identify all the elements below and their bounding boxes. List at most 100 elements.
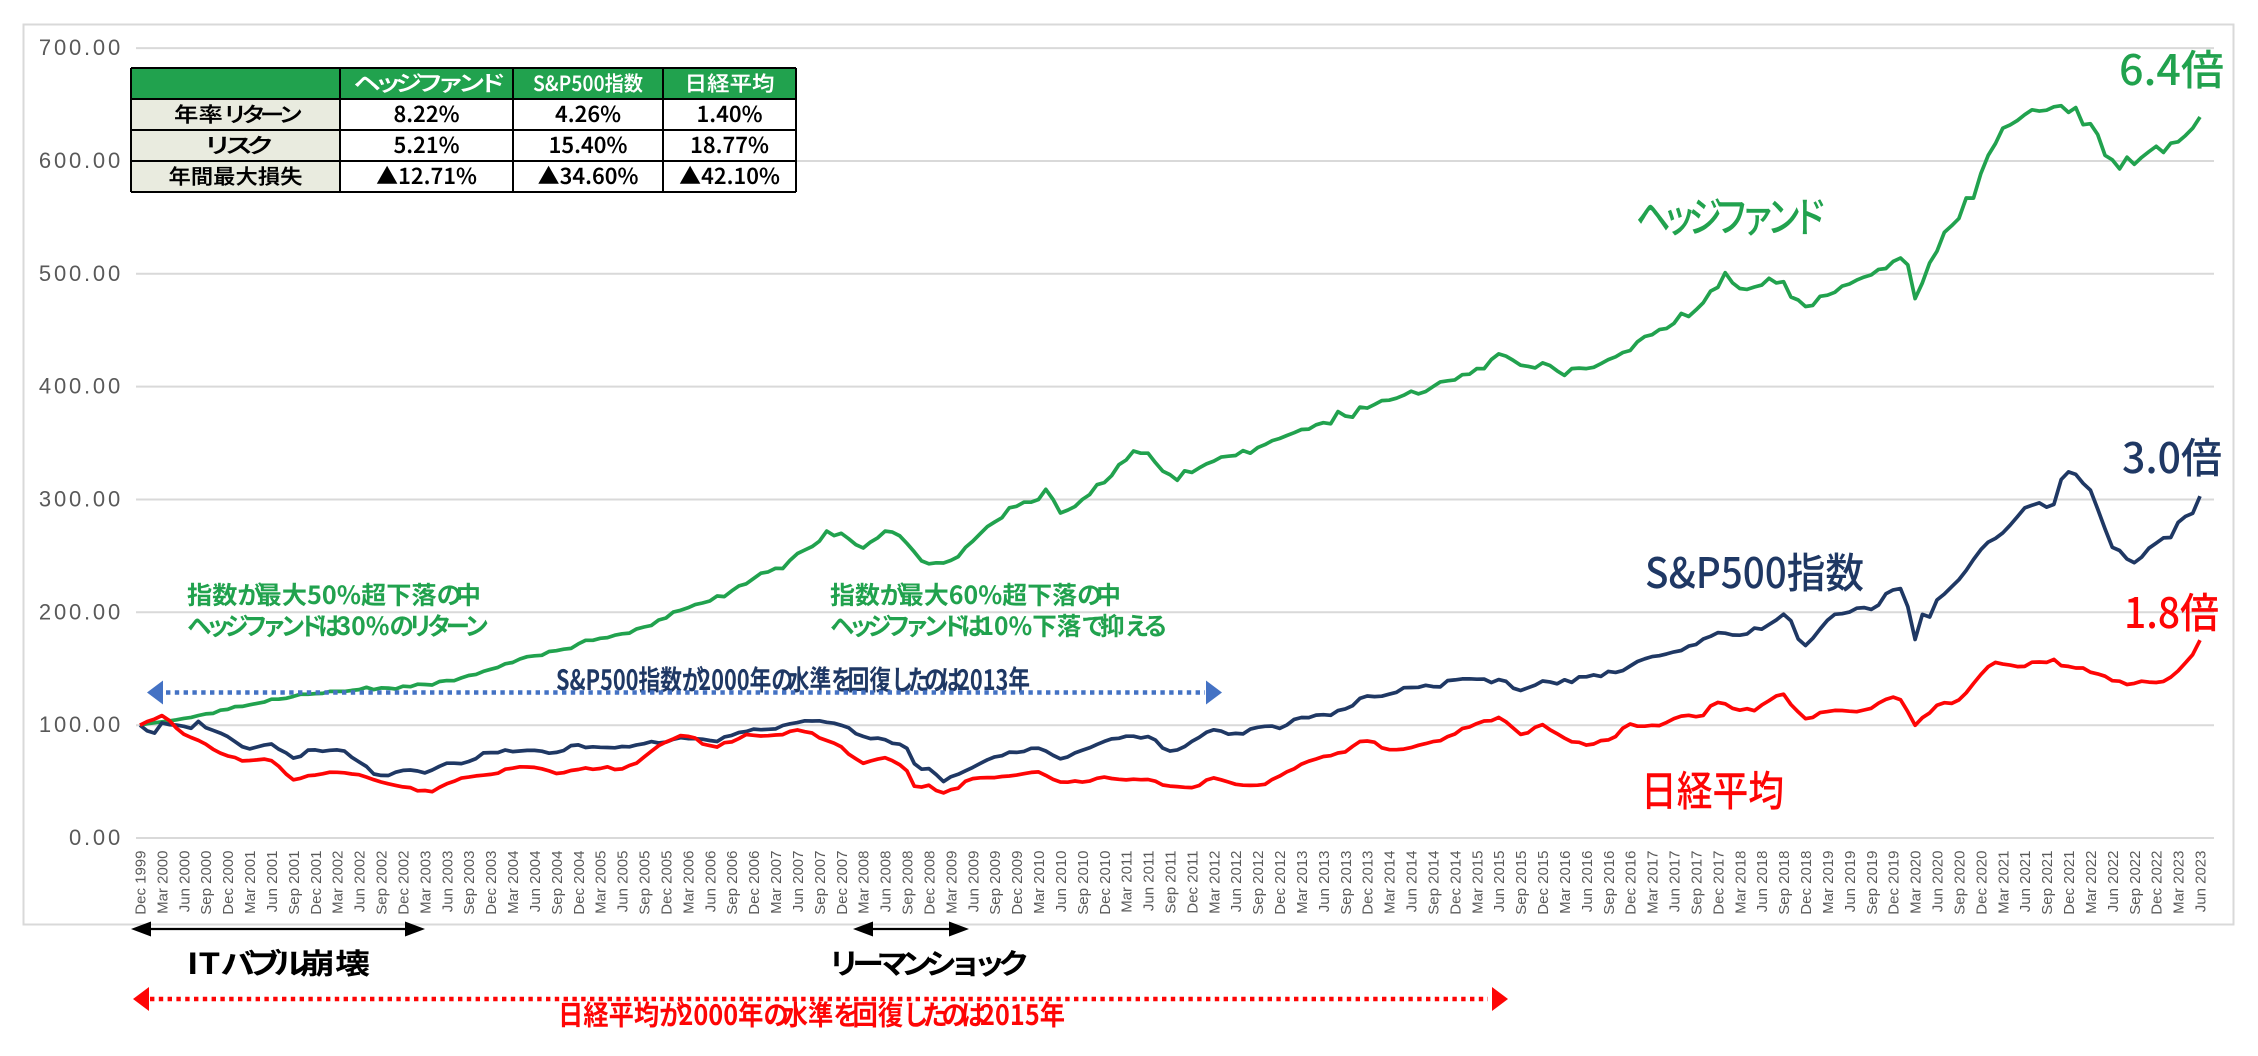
svg-text:Mar 2017: Mar 2017	[1645, 851, 1662, 914]
svg-text:Sep 2018: Sep 2018	[1776, 851, 1793, 915]
svg-text:Sep 2015: Sep 2015	[1513, 851, 1530, 915]
svg-text:Dec 2000: Dec 2000	[220, 851, 237, 915]
svg-text:Sep 2021: Sep 2021	[2039, 851, 2056, 915]
svg-text:Dec 2007: Dec 2007	[834, 851, 851, 915]
svg-text:Mar 2013: Mar 2013	[1294, 851, 1311, 914]
svg-text:Mar 2009: Mar 2009	[943, 851, 960, 914]
svg-text:Sep 2009: Sep 2009	[987, 850, 1004, 914]
svg-text:Dec 2016: Dec 2016	[1623, 851, 1640, 915]
svg-text:Sep 2019: Sep 2019	[1864, 851, 1881, 915]
svg-text:Jun 2001: Jun 2001	[264, 851, 281, 913]
svg-text:Dec 2010: Dec 2010	[1097, 851, 1114, 915]
svg-text:Sep 2006: Sep 2006	[724, 851, 741, 915]
svg-text:100.00: 100.00	[39, 712, 123, 737]
svg-text:Mar 2018: Mar 2018	[1732, 851, 1749, 914]
svg-text:Mar 2006: Mar 2006	[680, 851, 697, 914]
svg-text:Jun 2006: Jun 2006	[702, 851, 719, 913]
svg-text:Dec 2015: Dec 2015	[1535, 851, 1552, 915]
svg-text:Mar 2023: Mar 2023	[2171, 851, 2188, 914]
svg-text:Sep 2020: Sep 2020	[1951, 851, 1968, 915]
svg-text:Mar 2021: Mar 2021	[1995, 851, 2012, 914]
svg-text:200.00: 200.00	[39, 599, 123, 624]
svg-text:Jun 2020: Jun 2020	[1930, 851, 1947, 913]
svg-text:Sep 2008: Sep 2008	[900, 851, 917, 915]
svg-text:Mar 2005: Mar 2005	[593, 851, 610, 914]
svg-text:Jun 2023: Jun 2023	[2193, 851, 2210, 913]
svg-text:Mar 2014: Mar 2014	[1382, 851, 1399, 914]
svg-text:Mar 2011: Mar 2011	[1119, 851, 1136, 913]
svg-text:Jun 2008: Jun 2008	[878, 851, 895, 913]
svg-text:Mar 2008: Mar 2008	[856, 851, 873, 914]
svg-text:500.00: 500.00	[39, 261, 123, 286]
svg-text:Mar 2012: Mar 2012	[1206, 851, 1223, 914]
svg-text:Jun 2010: Jun 2010	[1053, 851, 1070, 913]
svg-text:Mar 2000: Mar 2000	[154, 851, 171, 914]
svg-text:Jun 2002: Jun 2002	[352, 851, 369, 913]
svg-text:Mar 2002: Mar 2002	[330, 851, 347, 914]
svg-text:Mar 2010: Mar 2010	[1031, 851, 1048, 914]
svg-text:Jun 2021: Jun 2021	[2017, 851, 2034, 913]
svg-text:Mar 2001: Mar 2001	[242, 851, 259, 914]
svg-text:Sep 2017: Sep 2017	[1689, 851, 1706, 915]
svg-text:Jun 2014: Jun 2014	[1404, 851, 1421, 913]
svg-text:Sep 2004: Sep 2004	[549, 851, 566, 915]
svg-text:Dec 2022: Dec 2022	[2149, 851, 2166, 915]
svg-text:Dec 2008: Dec 2008	[921, 851, 938, 915]
svg-text:Sep 2002: Sep 2002	[374, 851, 391, 915]
svg-text:Sep 2016: Sep 2016	[1601, 851, 1618, 915]
svg-text:Mar 2015: Mar 2015	[1469, 851, 1486, 914]
svg-text:400.00: 400.00	[39, 374, 123, 399]
svg-text:Sep 2022: Sep 2022	[2127, 851, 2144, 915]
svg-text:Jun 2022: Jun 2022	[2105, 851, 2122, 913]
svg-text:Sep 2011: Sep 2011	[1163, 851, 1180, 914]
svg-text:Sep 2014: Sep 2014	[1426, 851, 1443, 915]
svg-text:Jun 2004: Jun 2004	[527, 851, 544, 913]
svg-text:Sep 2012: Sep 2012	[1250, 851, 1267, 915]
svg-text:Sep 2013: Sep 2013	[1338, 851, 1355, 915]
svg-text:Dec 2020: Dec 2020	[1973, 850, 1990, 914]
svg-text:Jun 2011: Jun 2011	[1141, 851, 1158, 912]
svg-text:Mar 2020: Mar 2020	[1908, 851, 1925, 914]
svg-text:Dec 2003: Dec 2003	[483, 851, 500, 915]
svg-text:Mar 2019: Mar 2019	[1820, 851, 1837, 914]
svg-text:Dec 2019: Dec 2019	[1886, 851, 1903, 915]
svg-text:Jun 2003: Jun 2003	[439, 851, 456, 913]
svg-text:Dec 2011: Dec 2011	[1184, 851, 1201, 914]
svg-text:Sep 2001: Sep 2001	[286, 851, 303, 915]
svg-text:Jun 2013: Jun 2013	[1316, 851, 1333, 913]
svg-text:700.00: 700.00	[39, 35, 123, 60]
svg-text:Sep 2000: Sep 2000	[198, 851, 215, 915]
svg-text:Jun 2016: Jun 2016	[1579, 851, 1596, 913]
svg-text:Dec 2012: Dec 2012	[1272, 851, 1289, 915]
svg-text:Jun 2017: Jun 2017	[1667, 851, 1684, 913]
svg-text:Dec 2017: Dec 2017	[1710, 851, 1727, 915]
svg-text:Jun 2005: Jun 2005	[615, 851, 632, 913]
svg-text:Mar 2004: Mar 2004	[505, 851, 522, 914]
svg-text:Jun 2018: Jun 2018	[1754, 851, 1771, 913]
svg-text:Dec 2006: Dec 2006	[746, 851, 763, 915]
svg-text:Dec 2004: Dec 2004	[571, 851, 588, 915]
svg-text:Jun 2012: Jun 2012	[1228, 851, 1245, 913]
svg-text:Jun 2015: Jun 2015	[1491, 851, 1508, 913]
svg-text:Jun 2009: Jun 2009	[965, 851, 982, 913]
svg-text:Sep 2003: Sep 2003	[461, 851, 478, 915]
svg-text:Dec 2021: Dec 2021	[2061, 851, 2078, 915]
svg-text:Sep 2005: Sep 2005	[637, 851, 654, 915]
svg-text:Dec 1999: Dec 1999	[133, 851, 150, 915]
svg-text:300.00: 300.00	[39, 487, 123, 512]
svg-text:Mar 2007: Mar 2007	[768, 851, 785, 914]
svg-text:600.00: 600.00	[39, 148, 123, 173]
svg-text:Dec 2018: Dec 2018	[1798, 851, 1815, 915]
svg-text:0.00: 0.00	[69, 825, 123, 850]
svg-text:Jun 2007: Jun 2007	[790, 851, 807, 913]
svg-text:Dec 2002: Dec 2002	[396, 851, 413, 915]
svg-text:Dec 2014: Dec 2014	[1447, 851, 1464, 915]
svg-text:Dec 2001: Dec 2001	[308, 851, 325, 915]
svg-text:Dec 2005: Dec 2005	[659, 851, 676, 915]
svg-text:Mar 2022: Mar 2022	[2083, 851, 2100, 914]
svg-text:Dec 2009: Dec 2009	[1009, 851, 1026, 915]
svg-text:Jun 2000: Jun 2000	[176, 851, 193, 913]
svg-text:Dec 2013: Dec 2013	[1360, 851, 1377, 915]
svg-text:Jun 2019: Jun 2019	[1842, 851, 1859, 913]
svg-text:Sep 2007: Sep 2007	[812, 851, 829, 915]
